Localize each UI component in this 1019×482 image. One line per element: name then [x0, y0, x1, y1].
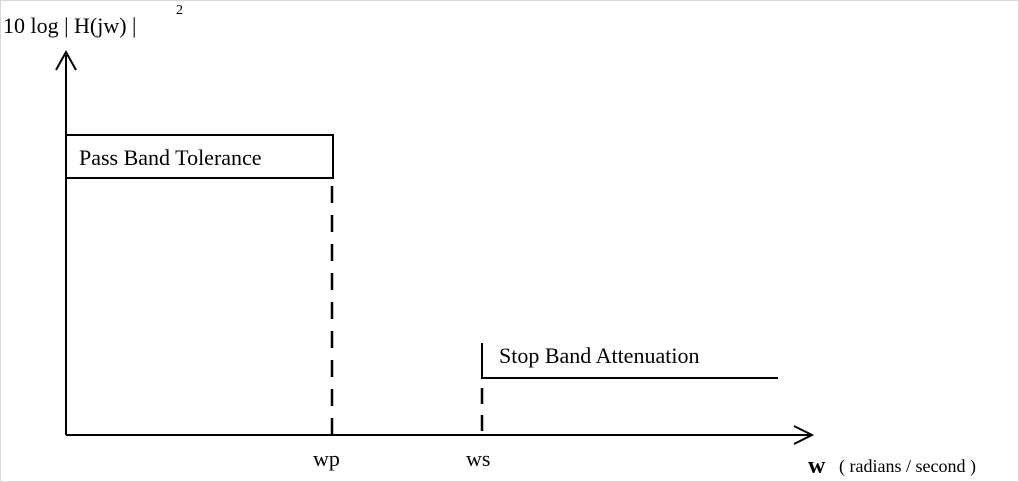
stop-band-label: Stop Band Attenuation	[499, 343, 699, 368]
ws-marker-label: ws	[466, 446, 490, 471]
wp-marker-label: wp	[313, 446, 340, 471]
x-axis-arrowhead	[793, 425, 815, 445]
x-axis-variable-label: w	[808, 453, 826, 479]
x-axis-unit-label: ( radians / second )	[839, 456, 976, 477]
y-axis-label-exponent: 2	[176, 3, 183, 18]
stop-band-bracket	[481, 343, 778, 379]
y-axis-arrowhead	[55, 49, 77, 71]
y-axis-label: 10 log | H(jw) |	[3, 13, 136, 38]
pass-band-label: Pass Band Tolerance	[79, 145, 262, 170]
pass-band-box	[65, 134, 334, 179]
